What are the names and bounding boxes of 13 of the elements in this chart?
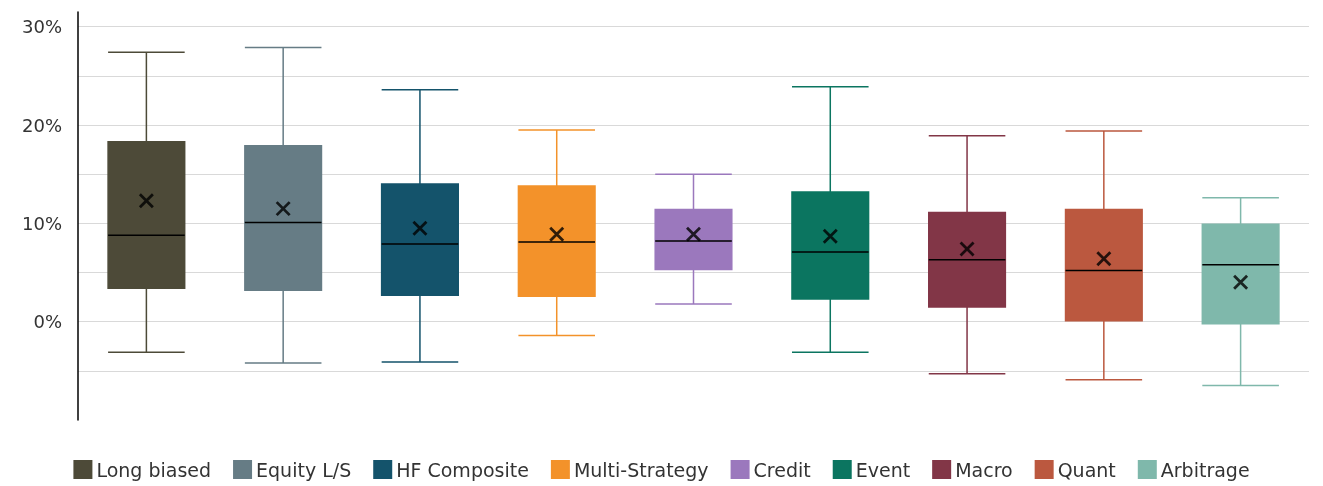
legend-label: Quant xyxy=(1057,458,1116,481)
legend-label: Arbitrage xyxy=(1160,458,1250,481)
legend-label: Multi-Strategy xyxy=(573,458,709,481)
y-tick-label: 0% xyxy=(33,311,62,333)
y-tick-label: 10% xyxy=(21,212,62,234)
legend-label: Equity L/S xyxy=(256,458,352,481)
y-tick-label: 20% xyxy=(21,114,62,136)
legend-label: Event xyxy=(855,458,911,481)
y-tick-label: 30% xyxy=(21,16,62,38)
legend-label: Macro xyxy=(955,458,1013,481)
legend-label: Long biased xyxy=(96,458,212,481)
legend-label: Credit xyxy=(753,458,811,481)
legend-label: HF Composite xyxy=(396,458,529,481)
